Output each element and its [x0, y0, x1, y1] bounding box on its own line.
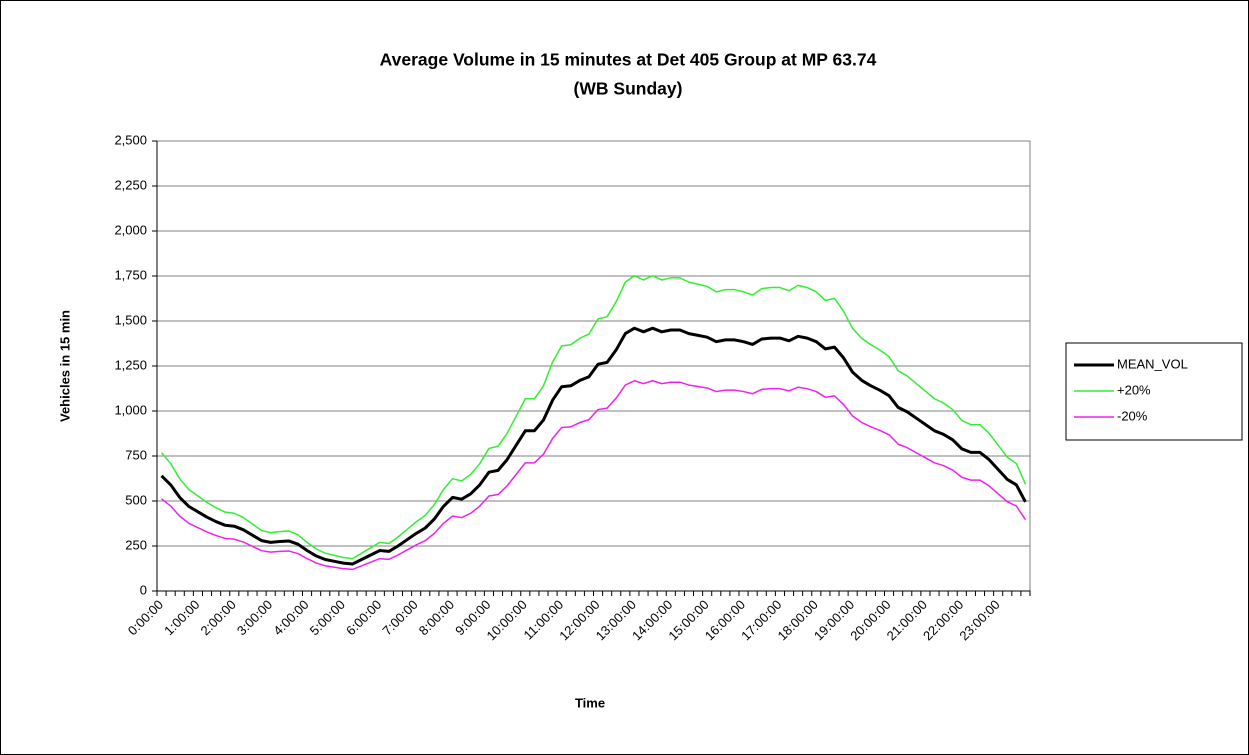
y-tick-label: 2,500: [114, 132, 147, 147]
y-tick-label: 1,750: [114, 267, 147, 282]
chart-title: Average Volume in 15 minutes at Det 405 …: [380, 50, 877, 70]
y-tick-label: 250: [125, 537, 147, 552]
y-tick-label: 0: [140, 582, 147, 597]
y-tick-label: 750: [125, 447, 147, 462]
series-line: [160, 326, 1027, 566]
y-tick-label: 2,250: [114, 177, 147, 192]
y-tick-label: 1,250: [114, 357, 147, 372]
legend-label: MEAN_VOL: [1117, 356, 1188, 371]
legend-label: +20%: [1117, 382, 1151, 397]
y-tick-label: 1,500: [114, 312, 147, 327]
y-tick-label: 1,000: [114, 402, 147, 417]
chart-subtitle: (WB Sunday): [574, 79, 683, 99]
y-tick-label: 2,000: [114, 222, 147, 237]
legend-label: -20%: [1117, 408, 1148, 423]
y-axis-title: Vehicles in 15 min: [57, 310, 72, 422]
series-line: [160, 274, 1027, 560]
y-tick-label: 500: [125, 492, 147, 507]
x-axis-title: Time: [575, 695, 605, 710]
series-line: [161, 380, 1027, 571]
